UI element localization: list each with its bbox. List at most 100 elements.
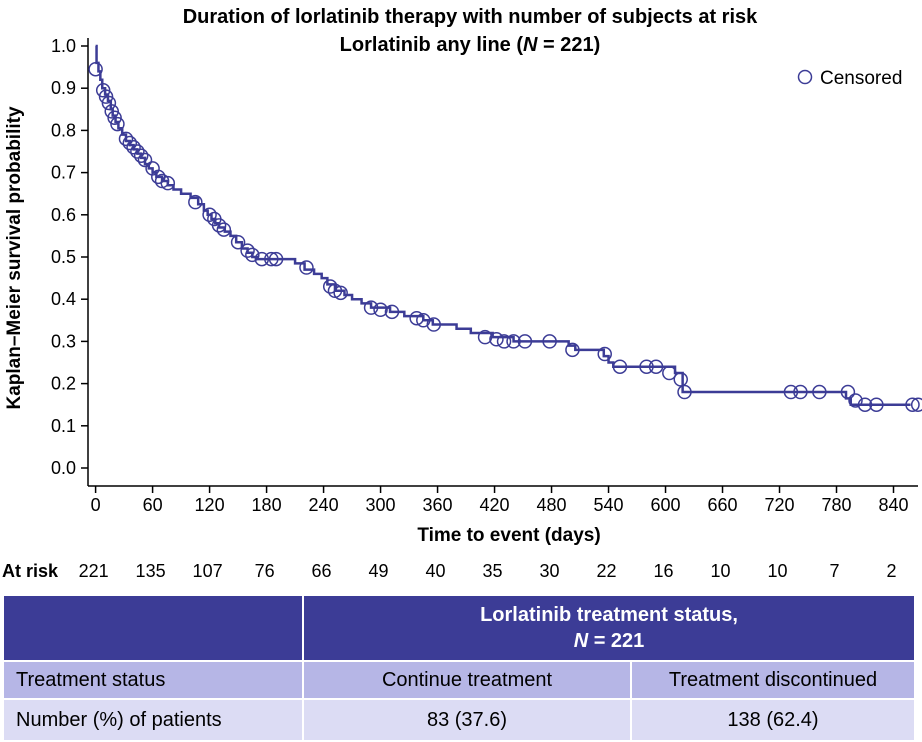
censored-marker bbox=[230, 234, 246, 250]
censored-marker bbox=[783, 384, 799, 400]
legend-censored-marker bbox=[797, 69, 813, 85]
censored-marker bbox=[110, 116, 125, 132]
x-tick-label: 120 bbox=[195, 495, 225, 515]
cell-treatment-discontinued: Treatment discontinued bbox=[630, 660, 916, 700]
subtitle-suffix: = 221) bbox=[537, 34, 601, 56]
chart-title: Duration of lorlatinib therapy with numb… bbox=[182, 6, 758, 28]
treatment-status-table: Lorlatinib treatment status, N = 221 Tre… bbox=[2, 594, 916, 742]
at-risk-count: 76 bbox=[254, 561, 275, 581]
chart-subtitle: Lorlatinib any line (N = 221) bbox=[40, 32, 900, 58]
censored-marker bbox=[612, 359, 628, 374]
subtitle-n: N bbox=[523, 34, 538, 56]
censored-marker bbox=[409, 310, 424, 326]
censored-marker bbox=[565, 342, 580, 358]
censored-marker bbox=[597, 346, 612, 362]
km-chart: 0 60 120 180 240 300 360 420 480 540 600 660 720 780 8… bbox=[4, 36, 922, 546]
x-tick-label: 480 bbox=[537, 495, 567, 515]
cell-continue-treatment: Continue treatment bbox=[302, 660, 632, 700]
censored-marker bbox=[88, 61, 103, 77]
censored-marker bbox=[299, 260, 314, 275]
axes bbox=[87, 38, 918, 487]
table-row: Number (%) of patients 83 (37.6) 138 (62… bbox=[2, 698, 916, 742]
censored-marker bbox=[384, 304, 400, 320]
x-tick-label: 60 bbox=[143, 495, 163, 515]
censored-marker bbox=[517, 334, 533, 349]
y-tick-label: 0.0 bbox=[51, 458, 76, 478]
censored-marker bbox=[211, 218, 227, 233]
y-tick-label: 0.4 bbox=[51, 289, 76, 309]
censored-marker bbox=[98, 89, 114, 104]
at-risk-count: 2 bbox=[886, 561, 897, 581]
y-tick-label: 0.8 bbox=[51, 120, 76, 140]
censored-marker bbox=[254, 251, 270, 267]
at-risk-count: 107 bbox=[192, 561, 223, 581]
censored-marker bbox=[268, 251, 284, 267]
censored-marker bbox=[160, 175, 176, 191]
x-tick-label: 300 bbox=[366, 495, 396, 515]
censored-marker bbox=[489, 332, 504, 347]
y-tick-label: 0.5 bbox=[51, 247, 76, 267]
at-risk-label: At risk bbox=[2, 561, 59, 581]
x-tick-label: 240 bbox=[309, 495, 339, 515]
table-header: Lorlatinib treatment status, N = 221 bbox=[302, 594, 916, 662]
x-tick-label: 540 bbox=[594, 495, 624, 515]
censored-marker bbox=[216, 222, 232, 237]
censored-marker bbox=[840, 384, 856, 400]
x-tick-label: 780 bbox=[821, 495, 851, 515]
censored-marker bbox=[107, 110, 122, 125]
at-risk-count: 22 bbox=[596, 561, 617, 581]
censored-marker bbox=[101, 95, 117, 111]
censored-marker bbox=[673, 372, 688, 387]
legend: Censored bbox=[797, 68, 902, 89]
censored-marker bbox=[496, 334, 512, 349]
table-header-n-suffix: = 221 bbox=[588, 630, 645, 652]
censored-marker bbox=[202, 207, 217, 223]
censored-marker bbox=[264, 251, 279, 267]
censored-marker bbox=[245, 247, 260, 263]
at-risk-count: 40 bbox=[425, 561, 446, 581]
y-tick-label: 0.9 bbox=[51, 78, 76, 98]
censored-marker bbox=[333, 285, 348, 301]
censored-markers bbox=[88, 61, 922, 412]
x-tick-label: 0 bbox=[91, 495, 101, 515]
censored-marker bbox=[677, 384, 692, 400]
censored-marker bbox=[122, 135, 138, 151]
censored-marker bbox=[130, 144, 145, 159]
censored-marker bbox=[542, 334, 557, 349]
censored-marker bbox=[662, 365, 677, 381]
at-risk-count: 10 bbox=[767, 561, 788, 581]
cell-discontinued-count: 138 (62.4) bbox=[630, 698, 916, 742]
x-axis-label: Time to event (days) bbox=[417, 525, 600, 546]
censored-marker bbox=[648, 359, 664, 374]
x-tick-label: 600 bbox=[651, 495, 681, 515]
at-risk-count: 66 bbox=[311, 561, 332, 581]
y-axis-label: Kaplan–Meier survival probability bbox=[4, 106, 25, 409]
x-tick-label: 360 bbox=[423, 495, 453, 515]
censored-marker bbox=[477, 329, 493, 345]
censored-marker bbox=[363, 300, 379, 315]
censored-marker bbox=[848, 393, 863, 408]
table-header-blank bbox=[2, 594, 304, 662]
at-risk-count: 10 bbox=[710, 561, 731, 581]
censored-marker bbox=[188, 194, 203, 210]
at-risk-count: 49 bbox=[368, 561, 389, 581]
row-label-treatment-status: Treatment status bbox=[2, 660, 304, 700]
censored-marker bbox=[639, 359, 654, 374]
censored-marker bbox=[373, 302, 388, 317]
y-tick-label: 0.6 bbox=[51, 205, 76, 225]
censored-marker bbox=[118, 131, 134, 147]
cell-continue-count: 83 (37.6) bbox=[302, 698, 632, 742]
x-tick-label: 420 bbox=[480, 495, 510, 515]
at-risk-count: 221 bbox=[78, 561, 109, 581]
censored-marker bbox=[426, 317, 442, 332]
at-risk-count: 7 bbox=[829, 561, 840, 581]
x-tick-label: 720 bbox=[764, 495, 794, 515]
y-tick-label: 1.0 bbox=[51, 36, 76, 56]
legend-censored-label: Censored bbox=[820, 68, 902, 89]
censored-marker bbox=[137, 152, 153, 168]
censored-marker bbox=[910, 397, 922, 412]
at-risk-count: 16 bbox=[653, 561, 674, 581]
table-header-n: N bbox=[573, 630, 589, 652]
row-label-number-patients: Number (%) of patients bbox=[2, 698, 304, 742]
censored-marker bbox=[133, 148, 149, 163]
